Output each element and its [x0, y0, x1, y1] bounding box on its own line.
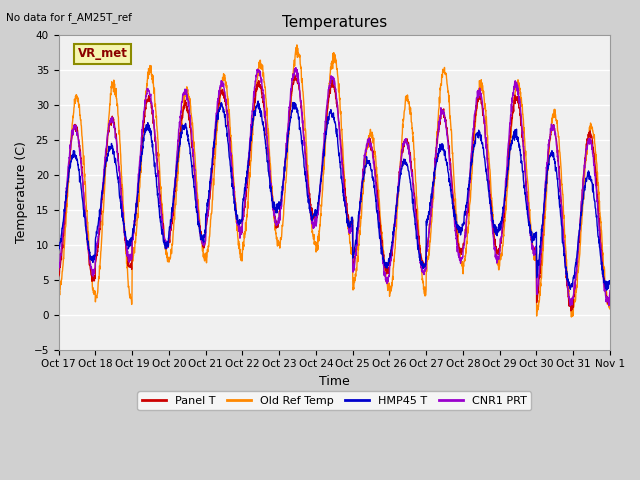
Old Ref Temp	[573, 284, 581, 290]
HMP45 T	[606, 278, 614, 284]
Panel T	[567, 308, 575, 314]
Old Ref Temp	[293, 42, 301, 48]
Line: Panel T: Panel T	[59, 74, 610, 311]
CNR1 PRT	[209, 160, 216, 166]
Old Ref Temp	[209, 197, 216, 203]
X-axis label: Time: Time	[319, 375, 349, 388]
HMP45 T	[495, 228, 502, 234]
Old Ref Temp	[362, 149, 370, 155]
HMP45 T	[362, 158, 370, 164]
CNR1 PRT	[557, 202, 565, 208]
CNR1 PRT	[606, 288, 614, 293]
Panel T	[209, 167, 216, 173]
Panel T	[573, 264, 581, 269]
Old Ref Temp	[568, 314, 575, 320]
Panel T	[291, 72, 298, 77]
Panel T	[557, 203, 565, 209]
Panel T	[606, 295, 614, 301]
Old Ref Temp	[55, 290, 63, 296]
CNR1 PRT	[292, 65, 300, 71]
Y-axis label: Temperature (C): Temperature (C)	[15, 142, 28, 243]
Old Ref Temp	[557, 173, 565, 179]
HMP45 T	[351, 249, 358, 254]
Line: HMP45 T: HMP45 T	[59, 101, 610, 290]
Panel T	[362, 145, 370, 151]
Line: CNR1 PRT: CNR1 PRT	[59, 68, 610, 306]
CNR1 PRT	[55, 267, 63, 273]
Panel T	[55, 274, 63, 279]
CNR1 PRT	[573, 260, 581, 265]
HMP45 T	[55, 247, 63, 252]
Panel T	[495, 246, 502, 252]
HMP45 T	[209, 156, 216, 161]
Legend: Panel T, Old Ref Temp, HMP45 T, CNR1 PRT: Panel T, Old Ref Temp, HMP45 T, CNR1 PRT	[138, 391, 531, 410]
Old Ref Temp	[606, 299, 614, 305]
HMP45 T	[557, 221, 565, 227]
CNR1 PRT	[495, 256, 502, 262]
HMP45 T	[573, 255, 580, 261]
CNR1 PRT	[566, 303, 574, 309]
HMP45 T	[254, 98, 262, 104]
Line: Old Ref Temp: Old Ref Temp	[59, 45, 610, 317]
Title: Temperatures: Temperatures	[282, 15, 387, 30]
Old Ref Temp	[351, 280, 358, 286]
Old Ref Temp	[495, 266, 502, 272]
Panel T	[351, 262, 358, 268]
HMP45 T	[603, 287, 611, 293]
CNR1 PRT	[351, 266, 358, 272]
CNR1 PRT	[362, 143, 370, 148]
Text: No data for f_AM25T_ref: No data for f_AM25T_ref	[6, 12, 132, 23]
Text: VR_met: VR_met	[78, 48, 128, 60]
